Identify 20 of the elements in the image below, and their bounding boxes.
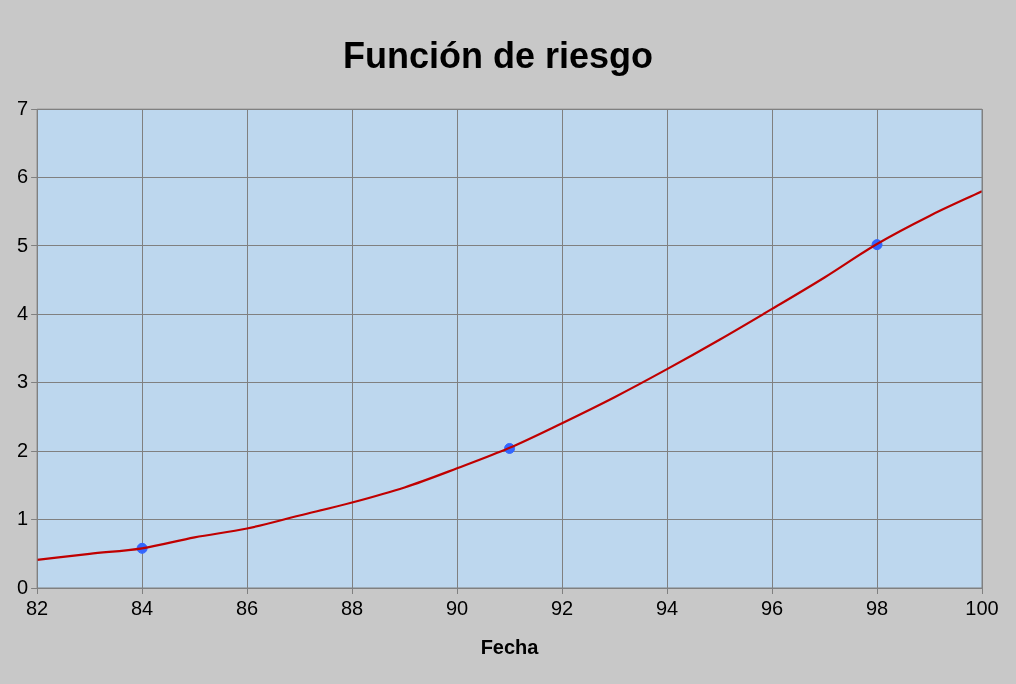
x-tick-label: 92	[550, 596, 574, 619]
x-tick-label: 86	[235, 596, 259, 619]
x-tick-label: 94	[655, 596, 679, 619]
y-tick-label: 0	[17, 575, 29, 598]
y-tick-label: 6	[17, 165, 29, 188]
y-tick-label: 4	[17, 301, 29, 324]
y-tick-label: 2	[17, 438, 29, 461]
x-tick-label: 100	[965, 596, 999, 619]
x-tick-label: 88	[340, 596, 364, 619]
x-tick-label: 82	[26, 596, 49, 619]
x-axis-title: Fecha	[480, 635, 540, 658]
x-tick-label: 96	[760, 596, 784, 619]
x-tick-label: 90	[445, 596, 469, 619]
chart-title: Función de riesgo	[342, 34, 654, 76]
x-tick-label: 98	[865, 596, 889, 619]
y-tick-label: 3	[17, 370, 29, 393]
y-tick-label: 7	[17, 96, 29, 119]
y-tick-label: 5	[17, 233, 29, 256]
y-tick-label: 1	[17, 507, 29, 530]
x-tick-label: 84	[130, 596, 154, 619]
